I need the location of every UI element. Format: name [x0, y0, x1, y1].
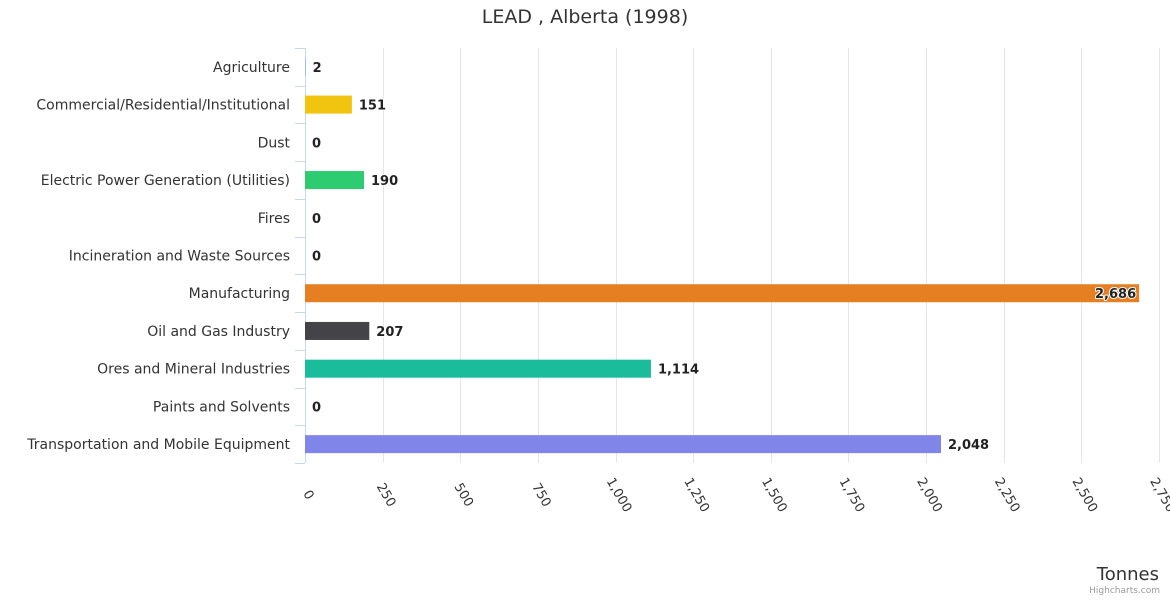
data-label: 151 — [359, 99, 386, 114]
x-tick-label: 1,000 — [603, 475, 635, 515]
bar — [305, 284, 1140, 303]
category-label: Manufacturing — [189, 286, 290, 302]
bar — [305, 435, 941, 454]
data-label: 0 — [312, 400, 321, 415]
data-label: 2,048 — [948, 438, 989, 453]
data-label: 207 — [376, 325, 403, 340]
data-label: 2,686 — [1095, 287, 1136, 302]
data-label: 2 — [313, 61, 322, 76]
x-tick-label: 250 — [373, 481, 398, 510]
bar — [305, 321, 370, 340]
bar — [305, 57, 306, 76]
x-tick-label: 2,750 — [1146, 475, 1170, 515]
x-tick-label: 2,500 — [1069, 475, 1101, 515]
bar — [305, 171, 365, 190]
data-label: 0 — [312, 136, 321, 151]
x-tick-label: 1,250 — [680, 475, 712, 515]
category-label: Electric Power Generation (Utilities) — [41, 173, 290, 189]
x-tick-label: 0 — [299, 488, 316, 503]
data-label: 1,114 — [658, 363, 699, 378]
category-label: Oil and Gas Industry — [147, 324, 290, 340]
bar — [305, 95, 352, 114]
category-label: Paints and Solvents — [153, 399, 290, 415]
x-tick-label: 1,500 — [758, 475, 790, 515]
category-label: Incineration and Waste Sources — [69, 249, 290, 265]
x-tick-label: 1,750 — [836, 475, 868, 515]
credits-link[interactable]: Highcharts.com — [1089, 586, 1160, 596]
x-tick-label: 500 — [451, 481, 476, 510]
category-label: Agriculture — [213, 60, 290, 76]
x-tick-label: 2,250 — [991, 475, 1023, 515]
bar — [305, 359, 651, 378]
data-label: 190 — [371, 174, 398, 189]
category-label: Ores and Mineral Industries — [97, 362, 290, 378]
data-label: 0 — [312, 212, 321, 227]
category-label: Transportation and Mobile Equipment — [26, 437, 290, 453]
chart-title: LEAD , Alberta (1998) — [481, 6, 689, 28]
category-label: Fires — [258, 211, 290, 227]
x-tick-label: 2,000 — [913, 475, 945, 515]
category-label: Dust — [258, 135, 291, 151]
category-label: Commercial/Residential/Institutional — [36, 98, 290, 114]
x-axis-title: Tonnes — [1096, 564, 1159, 585]
data-label: 0 — [312, 250, 321, 265]
x-tick-label: 750 — [528, 481, 553, 510]
